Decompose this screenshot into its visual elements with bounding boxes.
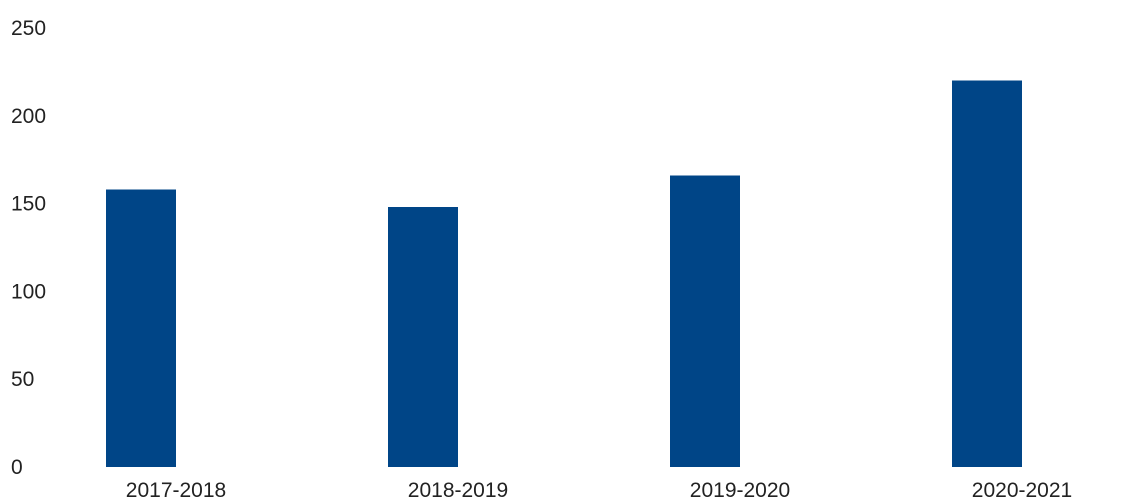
y-tick-label: 100 (11, 280, 46, 303)
bars (106, 80, 1022, 468)
y-tick-label: 200 (11, 105, 46, 128)
y-axis-ticks: 0 50 100 150 200 250 (11, 17, 46, 479)
x-tick-label: 2019-2020 (690, 479, 790, 500)
x-tick-label: 2020-2021 (972, 479, 1072, 500)
x-tick-label: 2017-2018 (126, 479, 226, 500)
bar (106, 189, 176, 467)
y-tick-label: 150 (11, 193, 46, 216)
y-tick-label: 0 (11, 456, 23, 479)
x-axis-labels: 2017-2018 2018-2019 2019-2020 2020-2021 (126, 479, 1072, 500)
x-tick-label: 2018-2019 (408, 479, 508, 500)
y-tick-label: 50 (11, 368, 34, 391)
y-tick-label: 250 (11, 17, 46, 40)
bar (388, 207, 458, 467)
bar (952, 80, 1022, 468)
bar (670, 175, 740, 467)
